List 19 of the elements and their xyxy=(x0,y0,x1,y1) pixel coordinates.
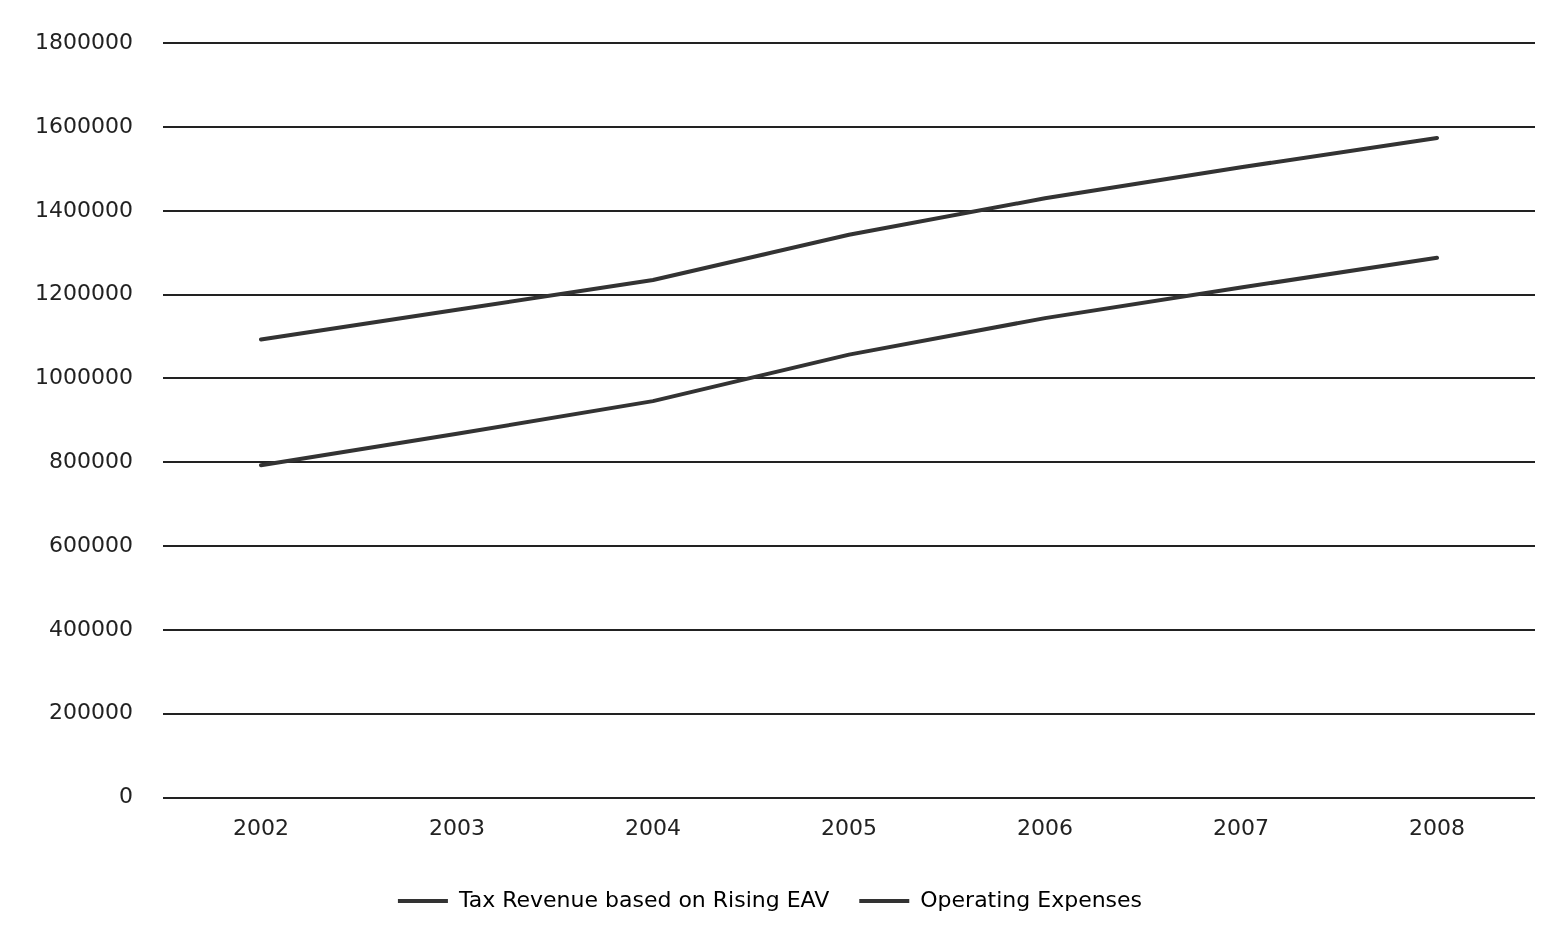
y-tick-label: 200000 xyxy=(49,699,133,725)
x-tick-label: 2005 xyxy=(820,814,877,840)
y-tick-label: 1600000 xyxy=(35,112,133,138)
y-tick-label: 600000 xyxy=(49,531,133,557)
x-tick-label: 2003 xyxy=(428,814,485,840)
y-tick-label: 1200000 xyxy=(35,280,133,306)
y-tick-label: 400000 xyxy=(49,615,133,641)
legend-label: Tax Revenue based on Rising EAV xyxy=(457,886,830,912)
y-tick-label: 1000000 xyxy=(35,364,133,390)
y-tick-label: 1400000 xyxy=(35,196,133,222)
y-tick-label: 1800000 xyxy=(35,28,133,54)
x-tick-label: 2004 xyxy=(624,814,681,840)
legend-label: Operating Expenses xyxy=(920,886,1143,912)
y-tick-label: 0 xyxy=(118,783,133,809)
y-tick-label: 800000 xyxy=(49,448,133,474)
x-tick-label: 2008 xyxy=(1409,814,1465,840)
x-tick-label: 2006 xyxy=(1016,814,1073,840)
x-tick-label: 2007 xyxy=(1213,814,1269,840)
x-tick-label: 2002 xyxy=(232,814,289,840)
